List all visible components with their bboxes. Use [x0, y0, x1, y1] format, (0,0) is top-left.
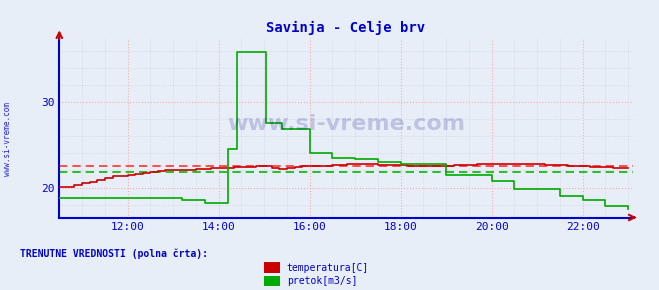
Text: TRENUTNE VREDNOSTI (polna črta):: TRENUTNE VREDNOSTI (polna črta):: [20, 248, 208, 259]
Text: pretok[m3/s]: pretok[m3/s]: [287, 276, 357, 286]
Text: www.si-vreme.com: www.si-vreme.com: [227, 114, 465, 134]
Text: www.si-vreme.com: www.si-vreme.com: [3, 102, 13, 176]
Title: Savinja - Celje brv: Savinja - Celje brv: [266, 21, 426, 35]
Text: temperatura[C]: temperatura[C]: [287, 263, 369, 273]
